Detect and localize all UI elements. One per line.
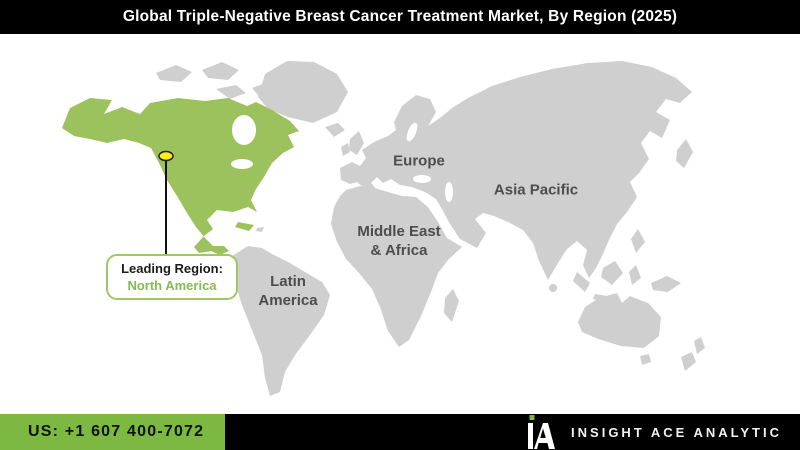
baltic-sea	[406, 122, 418, 142]
arctic-island-3	[216, 85, 246, 99]
continent-south-america	[232, 246, 330, 396]
arctic-island-4	[252, 82, 276, 100]
phone-number: US: +1 607 400-7072	[28, 423, 205, 440]
continent-north-america-highlight	[62, 98, 299, 255]
insight-ace-logo-icon	[528, 415, 556, 449]
island-philippines	[631, 229, 645, 253]
brand-name: INSIGHT ACE ANALYTIC	[571, 424, 782, 440]
island-sulawesi	[629, 265, 641, 285]
island-madagascar	[444, 289, 459, 322]
callout-region-name: North America	[127, 278, 217, 293]
arctic-island-2	[202, 62, 239, 80]
great-lakes	[231, 159, 253, 169]
arctic-island-1	[156, 65, 192, 82]
island-iceland	[325, 123, 345, 137]
island-nz-south	[681, 352, 696, 371]
caspian-sea	[445, 182, 453, 202]
island-sumatra	[573, 272, 590, 292]
region-label-middle-east-africa: Middle East & Africa	[357, 223, 441, 259]
island-hispaniola	[256, 227, 264, 232]
region-label-europe: Europe	[393, 152, 445, 170]
region-label-asia-pacific: Asia Pacific	[493, 181, 579, 199]
island-sri-lanka	[549, 284, 557, 292]
title-bar: Global Triple-Negative Breast Cancer Tre…	[0, 0, 800, 34]
region-label-latin-america: Latin America	[258, 273, 318, 309]
callout-heading: Leading Region:	[121, 261, 223, 276]
continent-africa	[331, 186, 462, 347]
island-new-guinea	[651, 276, 681, 292]
continent-australia	[578, 293, 661, 348]
page-title: Global Triple-Negative Breast Cancer Tre…	[122, 8, 678, 25]
continent-greenland	[258, 61, 348, 123]
leading-region-callout: Leading Region: North America	[106, 254, 238, 300]
hudson-bay	[232, 115, 256, 145]
island-cuba-highlight	[235, 222, 254, 231]
footer-phone-block: US: +1 607 400-7072	[0, 414, 225, 450]
island-tasmania	[640, 354, 651, 365]
island-ireland	[341, 143, 350, 156]
footer-bar: US: +1 607 400-7072 INSIGHT ACE ANALYTIC	[0, 414, 800, 450]
island-nz-north	[694, 337, 705, 354]
location-marker-icon	[158, 150, 174, 162]
footer-brand-block: INSIGHT ACE ANALYTIC	[225, 414, 800, 450]
island-great-britain	[349, 131, 364, 155]
continent-eurasia	[340, 61, 692, 280]
island-japan	[676, 139, 693, 168]
island-borneo	[601, 261, 623, 285]
black-sea	[413, 175, 431, 183]
